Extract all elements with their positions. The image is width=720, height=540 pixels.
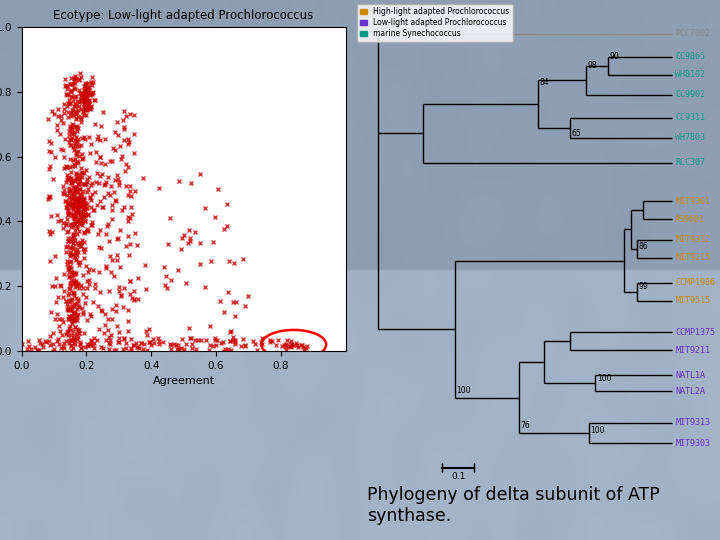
X-axis label: Agreement: Agreement (153, 376, 215, 386)
Text: AS9601: AS9601 (675, 215, 706, 224)
Text: WH7803: WH7803 (675, 133, 706, 143)
Text: NATL1A: NATL1A (675, 371, 706, 380)
Text: MIT9313: MIT9313 (675, 418, 711, 427)
Text: CC9865: CC9865 (675, 52, 706, 61)
Text: CCMP1375: CCMP1375 (675, 328, 715, 337)
Text: PCC7002: PCC7002 (675, 29, 711, 38)
Text: MIT9211: MIT9211 (675, 346, 711, 355)
Text: CC9311: CC9311 (675, 113, 706, 122)
Text: 76: 76 (521, 421, 530, 430)
Text: MIT9215: MIT9215 (675, 253, 711, 262)
Text: RCC307: RCC307 (675, 158, 706, 167)
Text: CC9902: CC9902 (675, 90, 706, 99)
Text: CCMP1986: CCMP1986 (675, 278, 715, 287)
Text: MIT9312: MIT9312 (675, 235, 711, 244)
Title: Ecotype: Low-light adapted Prochlorococcus: Ecotype: Low-light adapted Prochlorococc… (53, 9, 314, 22)
Text: Phylogeny of delta subunit of ATP
synthase.: Phylogeny of delta subunit of ATP syntha… (367, 487, 660, 525)
Text: MIT9515: MIT9515 (675, 296, 711, 305)
Text: WH8102: WH8102 (675, 70, 706, 79)
Legend: High-light adapted Prochlorococcus, Low-light adapted Prochlorococcus, marine Sy: High-light adapted Prochlorococcus, Low-… (356, 4, 513, 42)
Text: 100: 100 (590, 426, 606, 435)
Text: 84: 84 (539, 78, 549, 87)
Text: 98: 98 (588, 61, 597, 70)
Text: 100: 100 (456, 386, 471, 395)
Text: MIT9303: MIT9303 (675, 438, 711, 448)
Text: 86: 86 (639, 242, 648, 251)
Text: 0.1: 0.1 (451, 472, 465, 481)
Text: 90: 90 (610, 52, 620, 61)
Text: 99: 99 (639, 282, 648, 292)
Text: NATL2A: NATL2A (675, 387, 706, 396)
Text: MIT9301: MIT9301 (675, 197, 711, 206)
Text: 100: 100 (597, 374, 611, 383)
Text: 65: 65 (572, 129, 581, 138)
